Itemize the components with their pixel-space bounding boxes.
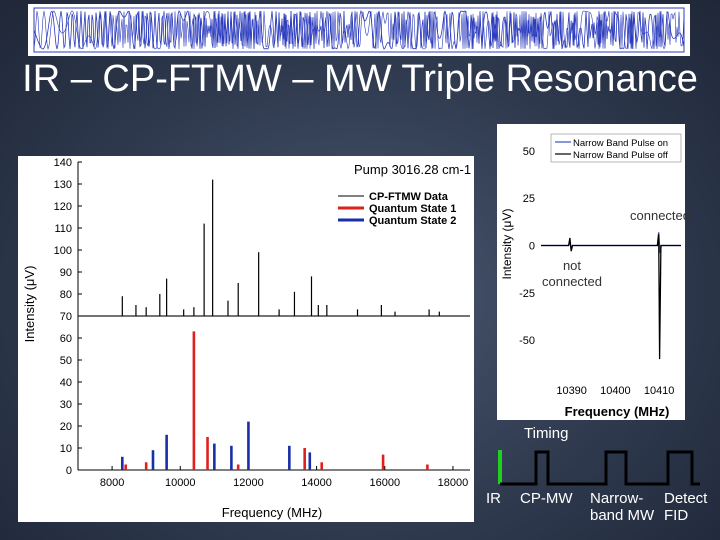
timing-label-cp-mw: CP-MW: [520, 490, 573, 507]
y-tick-label: 20: [60, 421, 72, 433]
legend-label: Quantum State 1: [369, 203, 456, 215]
y-tick-label: 90: [60, 267, 72, 279]
timing-label-detect-fid: Detect FID: [664, 490, 708, 524]
inset-y-tick-label: -25: [519, 288, 535, 300]
x-axis-label: Frequency (MHz): [222, 505, 322, 520]
inset-legend-label: Narrow Band Pulse off: [573, 150, 668, 161]
legend-label: CP-FTMW Data: [369, 191, 449, 203]
inset-y-tick-label: 50: [523, 146, 535, 158]
inset-legend-box: [550, 133, 682, 163]
x-tick-label: 14000: [301, 477, 332, 489]
timing-title: Timing: [524, 425, 569, 442]
y-tick-label: 70: [60, 311, 72, 323]
banner-wave-2: [33, 10, 685, 51]
inset-trace-narrow-band-pulse-off: [541, 234, 681, 360]
y-tick-label: 110: [54, 223, 72, 235]
inset-x-tick-label: 10410: [644, 385, 675, 397]
inset-trace-narrow-band-pulse-on: [541, 232, 681, 254]
x-tick-label: 18000: [438, 477, 469, 489]
y-tick-label: 30: [60, 399, 72, 411]
legend-label: Quantum State 2: [369, 215, 456, 227]
inset-y-axis-label: Intensity (μV): [500, 209, 514, 280]
inset-spectrum-svg: 50 25 0 -25 -50 10390 10400 10410 Frequency (MH…: [500, 133, 682, 419]
y-tick-label: 60: [60, 333, 72, 345]
slide-title: IR – CP-FTMW – MW Triple Resonance: [22, 58, 698, 100]
inset-x-tick-label: 10400: [600, 385, 631, 397]
pulse-sequence: [500, 450, 700, 486]
annotation-connected: connected: [630, 208, 690, 223]
y-tick-label: 10: [60, 443, 72, 455]
chart-title: Pump 3016.28 cm-1: [354, 162, 471, 177]
main-spectrum-chart: 0 10 20 30 40 50 60 70 80 90 100 110 120 130 140 8000 10…: [18, 156, 474, 522]
y-axis-label: Intensity (μV): [22, 266, 37, 343]
timing-label-narrow-band-mw: Narrow-band MW: [590, 490, 655, 524]
y-tick-label: 140: [54, 157, 72, 169]
banner-waveform: [33, 7, 685, 53]
main-spectrum-svg: 0 10 20 30 40 50 60 70 80 90 100 110 120 130 140 8000 10…: [22, 157, 471, 520]
annotation-not-connected: not connected: [542, 258, 602, 289]
x-tick-label: 10000: [165, 477, 196, 489]
y-tick-label: 100: [54, 245, 72, 257]
inset-x-tick-label: 10390: [556, 385, 587, 397]
y-tick-label: 50: [60, 355, 72, 367]
y-tick-label: 130: [54, 179, 72, 191]
inset-x-axis-label: Frequency (MHz): [565, 404, 670, 419]
y-tick-label: 80: [60, 289, 72, 301]
y-tick-label: 0: [66, 465, 72, 477]
x-tick-label: 12000: [233, 477, 264, 489]
timing-label-ir: IR: [486, 490, 501, 507]
inset-y-tick-label: 0: [529, 241, 535, 253]
inset-y-tick-label: 25: [523, 193, 535, 205]
header-banner: [28, 4, 690, 56]
y-tick-label: 40: [60, 377, 72, 389]
x-tick-label: 16000: [369, 477, 400, 489]
inset-spectrum-chart: 50 25 0 -25 -50 10390 10400 10410 Frequency (MH…: [497, 124, 685, 420]
y-tick-label: 120: [54, 201, 72, 213]
inset-y-tick-label: -50: [519, 335, 535, 347]
timing-diagram: [498, 450, 700, 486]
inset-legend-label: Narrow Band Pulse on: [573, 138, 668, 149]
x-tick-label: 8000: [100, 477, 124, 489]
